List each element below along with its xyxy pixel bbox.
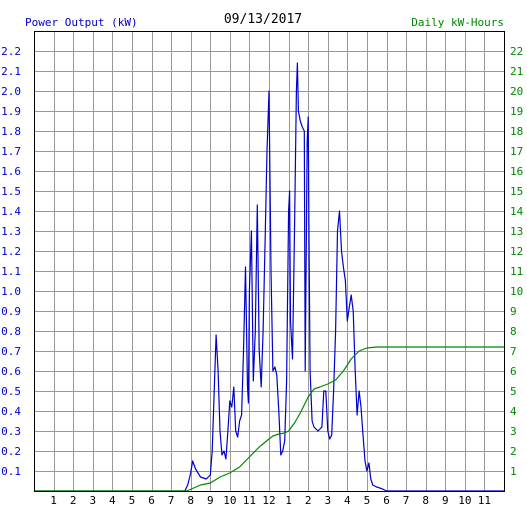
right-tick-label: 15 [510, 185, 523, 198]
left-axis-label: Power Output (kW) [25, 16, 138, 29]
left-tick-label: 1.0 [1, 285, 21, 298]
right-tick-label: 7 [510, 345, 517, 358]
left-tick-label: 2.2 [1, 45, 21, 58]
left-tick-label: 0.1 [1, 465, 21, 478]
left-tick-label: 0.3 [1, 425, 21, 438]
x-tick-label: 7 [168, 494, 175, 507]
x-tick-label: 8 [422, 494, 429, 507]
x-tick-label: 6 [383, 494, 390, 507]
right-tick-label: 21 [510, 65, 523, 78]
left-tick-label: 0.2 [1, 445, 21, 458]
left-tick-label: 1.6 [1, 165, 21, 178]
left-tick-label: 2.1 [1, 65, 21, 78]
series-lines [34, 62, 504, 492]
x-tick-label: 11 [478, 494, 491, 507]
right-tick-label: 16 [510, 165, 523, 178]
left-tick-label: 1.7 [1, 145, 21, 158]
x-tick-label: 2 [305, 494, 312, 507]
x-tick-label: 12 [262, 494, 275, 507]
left-tick-label: 0.7 [1, 345, 21, 358]
right-tick-label: 19 [510, 105, 523, 118]
left-tick-label: 1.2 [1, 245, 21, 258]
left-tick-label: 1.8 [1, 125, 21, 138]
left-tick-label: 0.6 [1, 365, 21, 378]
x-tick-label: 8 [187, 494, 194, 507]
left-tick-label: 0.4 [1, 405, 21, 418]
right-tick-label: 5 [510, 385, 517, 398]
right-tick-label: 6 [510, 365, 517, 378]
x-tick-label: 4 [344, 494, 351, 507]
right-axis-label: Daily kW-Hours [411, 16, 504, 29]
right-tick-label: 1 [510, 465, 517, 478]
x-tick-label: 1 [285, 494, 292, 507]
left-tick-label: 0.8 [1, 325, 21, 338]
right-tick-label: 3 [510, 425, 517, 438]
x-tick-label: 2 [70, 494, 77, 507]
energy-series-line [34, 346, 504, 492]
power-series-line [34, 62, 504, 492]
right-tick-label: 10 [510, 285, 523, 298]
x-tick-label: 1 [50, 494, 57, 507]
right-tick-label: 13 [510, 225, 523, 238]
right-tick-label: 11 [510, 265, 523, 278]
right-tick-label: 8 [510, 325, 517, 338]
tick-labels: 0.1 0.2 0.3 0.4 0.5 0.6 0.7 0.8 0.9 1.0 1.1 1.2 1.3 1… [1, 45, 523, 507]
x-tick-label: 3 [324, 494, 331, 507]
x-tick-label: 3 [89, 494, 96, 507]
right-tick-label: 2 [510, 445, 517, 458]
x-tick-label: 5 [129, 494, 136, 507]
left-tick-label: 0.9 [1, 305, 21, 318]
left-tick-label: 1.9 [1, 105, 21, 118]
right-tick-label: 17 [510, 145, 523, 158]
right-tick-label: 4 [510, 405, 517, 418]
left-tick-label: 1.1 [1, 265, 21, 278]
right-tick-label: 20 [510, 85, 523, 98]
plot-frame [34, 31, 505, 492]
left-tick-label: 2.0 [1, 85, 21, 98]
chart-title: 09/13/2017 [224, 12, 302, 27]
right-tick-label: 9 [510, 305, 517, 318]
x-tick-label: 5 [364, 494, 371, 507]
x-tick-label: 10 [223, 494, 236, 507]
left-tick-label: 0.5 [1, 385, 21, 398]
right-tick-label: 12 [510, 245, 523, 258]
x-tick-label: 11 [243, 494, 256, 507]
left-tick-label: 1.3 [1, 225, 21, 238]
x-tick-label: 6 [148, 494, 155, 507]
x-tick-label: 9 [207, 494, 214, 507]
left-tick-label: 1.5 [1, 185, 21, 198]
x-tick-label: 10 [458, 494, 471, 507]
right-tick-label: 14 [510, 205, 524, 218]
right-tick-label: 18 [510, 125, 523, 138]
left-tick-label: 1.4 [1, 205, 21, 218]
x-tick-label: 7 [403, 494, 410, 507]
x-tick-label: 4 [109, 494, 116, 507]
right-tick-label: 22 [510, 45, 523, 58]
x-tick-label: 9 [442, 494, 449, 507]
